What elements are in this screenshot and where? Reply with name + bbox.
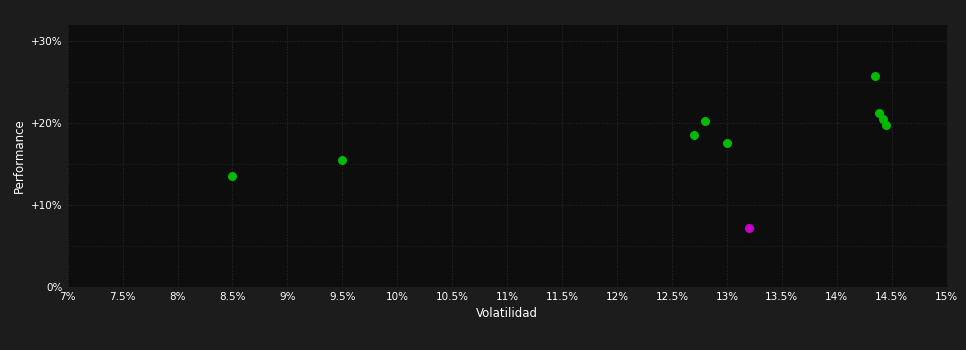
Point	[686, 132, 701, 138]
Point	[741, 225, 756, 231]
Y-axis label: Performance: Performance	[13, 118, 25, 193]
Point	[870, 110, 886, 116]
X-axis label: Volatilidad: Volatilidad	[476, 307, 538, 320]
Point	[719, 141, 735, 146]
Point	[867, 74, 883, 79]
Point	[878, 122, 894, 127]
Point	[875, 116, 891, 122]
Point	[697, 119, 713, 124]
Point	[334, 157, 350, 163]
Point	[225, 174, 241, 179]
